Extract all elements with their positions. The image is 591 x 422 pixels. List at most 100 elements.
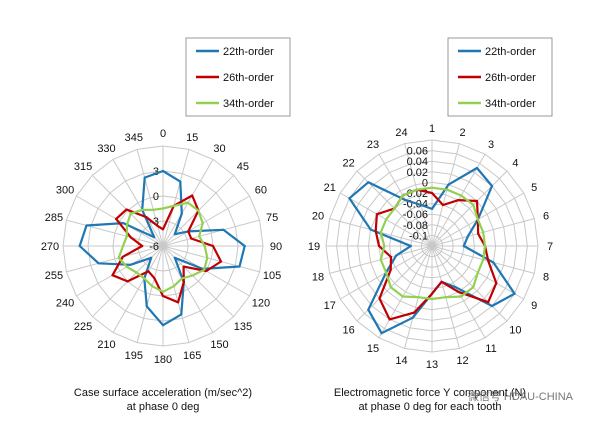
series-point-0-9: [173, 256, 176, 259]
grid-spoke-13: [136, 245, 164, 343]
series-point-2-12: [161, 290, 165, 293]
series-point-2-14: [401, 295, 404, 298]
angle-label-18: 270: [41, 241, 59, 253]
series-point-1-8: [495, 282, 498, 285]
angle-label-21: 22: [342, 158, 354, 170]
series-point-0-0: [161, 169, 165, 173]
legend-right-label-22: 22th-order: [485, 46, 536, 58]
series-point-2-0: [161, 207, 165, 210]
angle-label-16: 17: [324, 300, 336, 312]
radial-tick-label-0: -6: [149, 241, 159, 253]
series-point-1-13: [153, 277, 156, 280]
grid-spoke-5: [162, 219, 260, 247]
series-point-2-5: [198, 235, 201, 238]
series-point-0-20: [122, 222, 125, 225]
angle-label-2: 30: [213, 143, 225, 155]
series-point-1-15: [126, 280, 129, 283]
series-point-1-8: [205, 269, 208, 273]
legend-left-label-34: 34th-order: [223, 98, 274, 110]
series-point-2-21: [129, 212, 132, 215]
series-point-2-2: [460, 194, 463, 197]
radial-tick-label-1: -0.08: [403, 220, 428, 232]
series-point-1-4: [187, 230, 190, 233]
series-point-1-10: [457, 290, 460, 293]
grid-spoke-14: [112, 245, 164, 333]
angle-label-7: 105: [263, 270, 281, 282]
series-point-1-0: [430, 191, 434, 195]
series-point-2-0: [430, 186, 434, 189]
series-point-0-6: [462, 244, 465, 248]
series-point-2-10: [180, 277, 183, 280]
radial-tick-label-6: 0.02: [407, 167, 428, 179]
angle-label-14: 210: [97, 339, 115, 351]
angle-label-17: 255: [45, 270, 63, 282]
angle-label-6: 7: [547, 241, 553, 253]
angle-label-19: 20: [312, 211, 324, 223]
series-point-1-5: [190, 237, 193, 240]
grid-spoke-23: [136, 149, 164, 247]
legend-right-label-26: 26th-order: [485, 72, 536, 84]
series-point-2-23: [415, 188, 418, 191]
series-point-2-12: [430, 297, 434, 301]
series-point-1-3: [475, 199, 479, 203]
series-point-0-1: [179, 180, 182, 183]
series-point-0-23: [143, 176, 146, 179]
series-point-2-2: [186, 201, 190, 204]
series-point-1-7: [487, 260, 490, 263]
series-point-0-17: [97, 262, 100, 265]
series-point-2-17: [117, 256, 120, 259]
series-point-2-8: [476, 271, 479, 274]
series-point-2-5: [482, 231, 485, 234]
series-point-2-7: [482, 258, 485, 261]
series-point-2-20: [125, 224, 128, 227]
series-point-2-15: [389, 286, 392, 289]
angle-label-11: 165: [183, 350, 201, 362]
angle-label-23: 345: [125, 132, 143, 144]
grid-spoke-14: [378, 245, 433, 339]
series-point-2-4: [476, 218, 479, 221]
caption-left-line2: at phase 0 deg: [127, 401, 200, 413]
series-point-2-13: [151, 285, 154, 288]
series-point-0-5: [222, 228, 225, 231]
radial-tick-label-2: 0: [153, 191, 159, 203]
series-point-0-12: [161, 324, 165, 327]
angle-label-20: 300: [56, 185, 74, 197]
angle-label-6: 90: [270, 241, 282, 253]
series-point-1-6: [211, 244, 215, 248]
series-point-0-3: [173, 233, 176, 236]
angle-label-18: 19: [308, 241, 320, 253]
series-point-1-17: [121, 255, 124, 258]
angle-label-12: 180: [154, 354, 172, 366]
series-point-1-21: [125, 208, 128, 211]
series-point-1-19: [374, 229, 377, 232]
series-point-2-6: [203, 244, 206, 248]
series-point-0-19: [85, 224, 88, 227]
series-point-1-1: [441, 203, 445, 207]
series-point-2-22: [141, 208, 144, 211]
series-point-0-18: [409, 244, 412, 248]
angle-label-19: 285: [45, 212, 63, 224]
angle-label-4: 60: [255, 185, 267, 197]
angle-label-15: 225: [74, 321, 92, 333]
series-point-1-11: [440, 280, 443, 283]
series-point-2-11: [444, 296, 447, 299]
series-point-1-2: [191, 194, 194, 197]
angle-label-9: 10: [509, 324, 521, 336]
series-point-2-19: [125, 235, 128, 238]
caption-right-line2: at phase 0 deg for each tooth: [358, 401, 501, 413]
series-point-2-13: [417, 296, 420, 299]
grid-spoke-16: [76, 245, 164, 297]
chart-electromagnetic-force: 1 23456789101112131415161718192021222324-…: [308, 123, 553, 371]
series-point-0-9: [490, 304, 494, 308]
angle-label-21: 315: [74, 161, 92, 173]
series-point-0-23: [419, 203, 423, 207]
series-point-0-2: [475, 166, 479, 170]
watermark-text: 微信号 HDAU-CHINA: [468, 389, 574, 403]
series-point-1-10: [182, 281, 185, 284]
series-point-2-10: [460, 295, 463, 298]
radial-tick-label-2: -0.06: [403, 209, 428, 221]
series-point-1-5: [477, 232, 480, 235]
angle-label-7: 8: [543, 272, 549, 284]
legend-left-label-22: 22th-order: [223, 46, 274, 58]
